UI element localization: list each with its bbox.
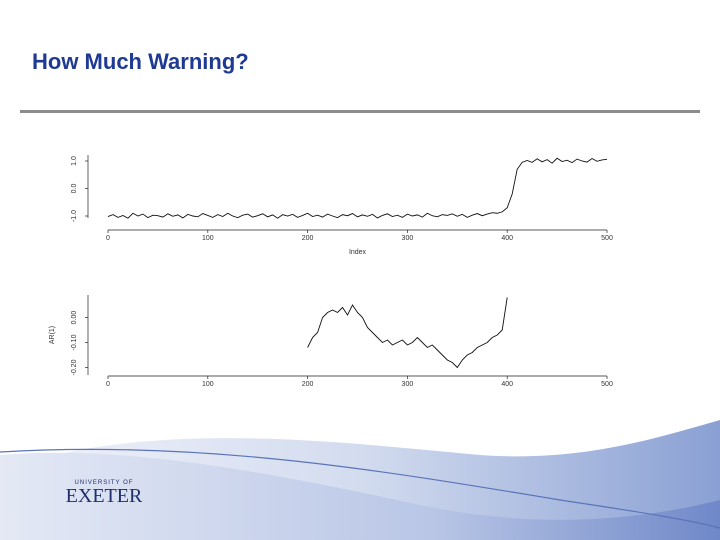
- slide-title: How Much Warning?: [32, 49, 249, 74]
- y-tick-label: 0.00: [71, 311, 78, 325]
- y-tick-label: 1.0: [71, 156, 78, 166]
- x-tick-label: 300: [402, 235, 414, 242]
- x-tick-label: 300: [402, 381, 414, 388]
- x-tick-label: 500: [601, 235, 613, 242]
- y-tick-label: -0.20: [71, 359, 78, 375]
- footer-line: [0, 448, 720, 529]
- logo-name: EXETER: [66, 485, 143, 507]
- x-tick-label: 400: [501, 381, 513, 388]
- x-tick-label: 500: [601, 381, 613, 388]
- x-tick-label: 0: [106, 235, 110, 242]
- data-line: [307, 297, 508, 369]
- x-tick-label: 200: [302, 235, 314, 242]
- x-tick-label: 400: [501, 235, 513, 242]
- x-tick-label: 100: [202, 235, 214, 242]
- footer-swoosh: [0, 452, 720, 540]
- x-tick-label: 200: [302, 381, 314, 388]
- y-tick-label: -1.0: [71, 210, 78, 222]
- logo-caption: UNIVERSITY OF: [75, 480, 134, 486]
- title-rule: [20, 110, 700, 113]
- x-axis-label: Index: [349, 249, 367, 256]
- x-tick-label: 100: [202, 381, 214, 388]
- y-axis-label: AR(1): [49, 326, 56, 344]
- data-line: [107, 157, 608, 219]
- x-tick-label: 0: [106, 381, 110, 388]
- y-tick-label: 0.0: [71, 184, 78, 194]
- y-tick-label: -0.10: [71, 334, 78, 350]
